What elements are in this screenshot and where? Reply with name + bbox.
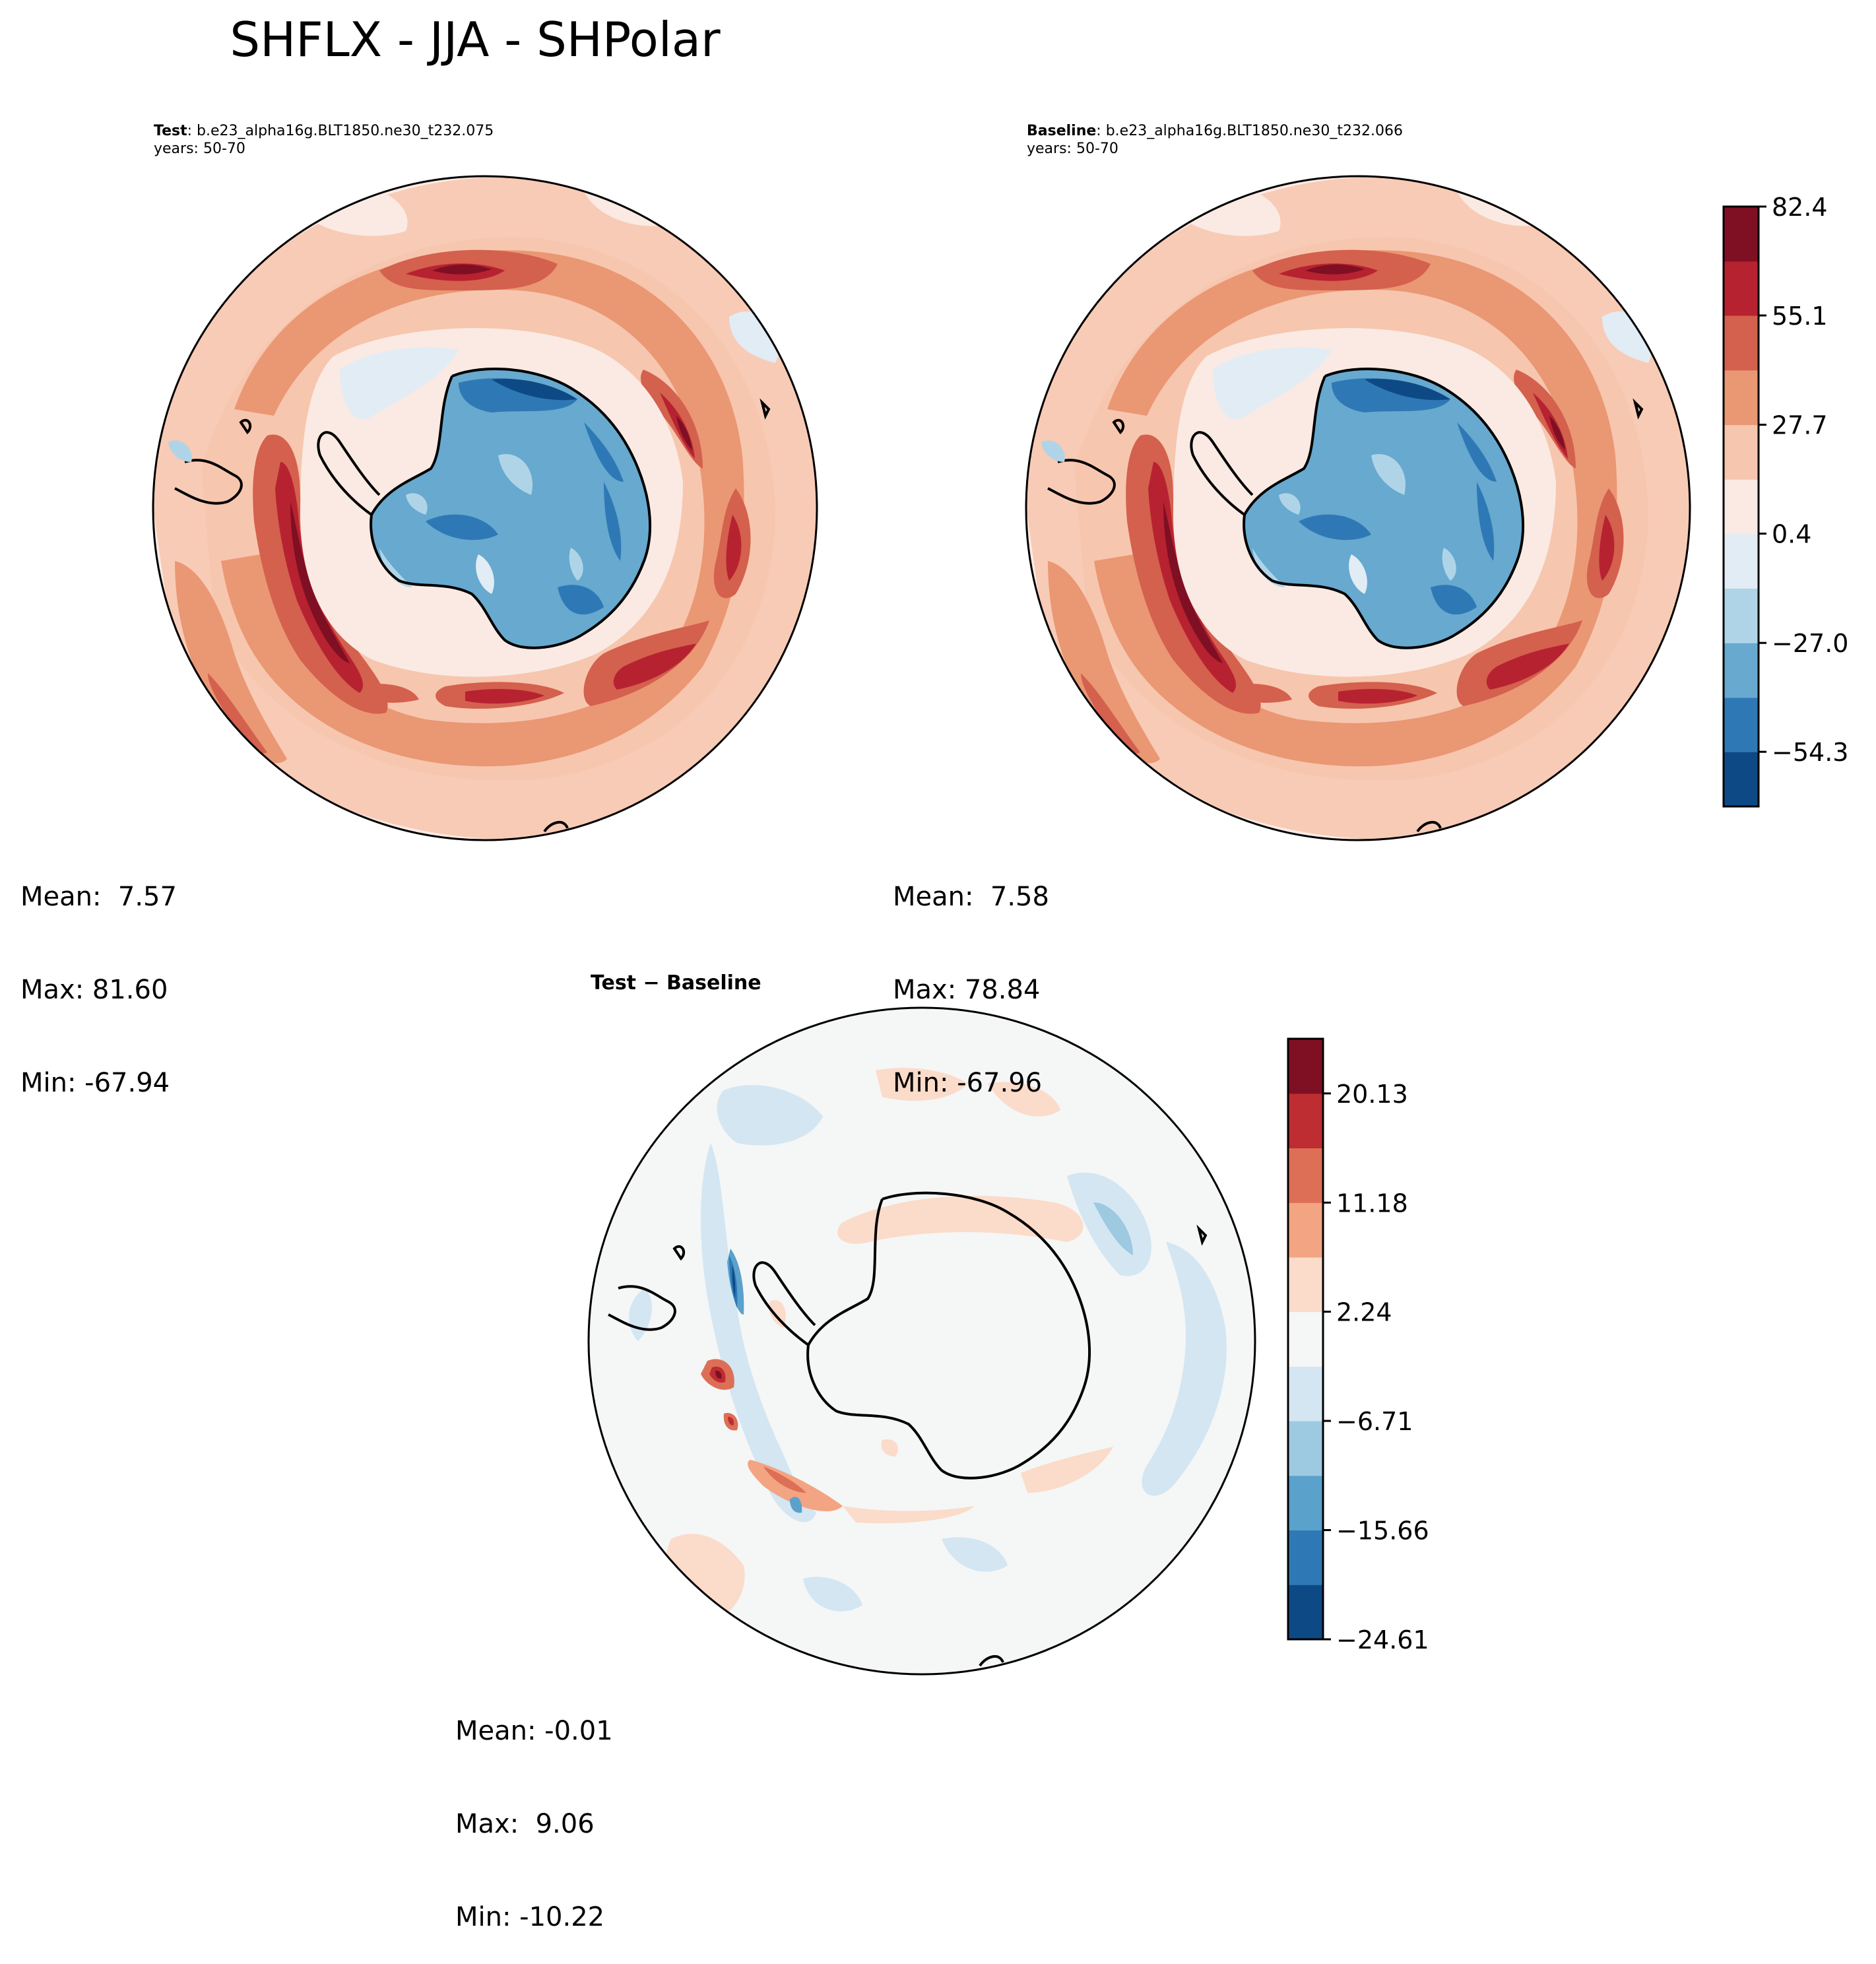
test-max: Max: 81.60	[20, 975, 168, 1005]
main-colorbar-swatch	[1724, 752, 1759, 807]
baseline-stats: Mean: 7.58 Max: 78.84 Min: -67.96	[893, 820, 1049, 1130]
maps-canvas: 82.4 55.1 27.7 0.4 −27.0 −54.3 20.13 11.18 2.24…	[152, 175, 1848, 1676]
main-colorbar-swatch	[1724, 588, 1759, 643]
test-mean: Mean: 7.57	[20, 882, 177, 912]
difference-colorbar-swatch	[1288, 1148, 1323, 1203]
difference-colorbar-swatch	[1288, 1366, 1323, 1422]
difference-colorbar-tick-label: 11.18	[1336, 1189, 1408, 1218]
main-colorbar-tick-label: 27.7	[1772, 411, 1828, 440]
difference-map-boundary	[587, 1006, 1256, 1676]
test-map	[152, 175, 818, 841]
baseline-map	[1025, 175, 1691, 841]
main-colorbar-swatch	[1724, 698, 1759, 752]
difference-colorbar-tick-label: −6.71	[1336, 1407, 1413, 1436]
main-colorbar-swatch	[1724, 424, 1759, 480]
difference-map	[587, 1006, 1256, 1676]
test-case-name: : b.e23_alpha16g.BLT1850.ne30_t232.075	[187, 123, 494, 139]
main-colorbar-swatch	[1724, 261, 1759, 316]
test-map-boundary	[152, 175, 818, 841]
baseline-case-name: : b.e23_alpha16g.BLT1850.ne30_t232.066	[1096, 123, 1403, 139]
main-colorbar-swatch	[1724, 479, 1759, 535]
main-colorbar-swatch	[1724, 315, 1759, 371]
difference-colorbar: 20.13 11.18 2.24 −6.71 −15.66 −24.61	[1287, 1037, 1429, 1654]
difference-min: Min: -10.22	[455, 1902, 605, 1932]
difference-colorbar-swatch	[1288, 1475, 1323, 1531]
test-label: Test	[154, 123, 187, 139]
main-colorbar: 82.4 55.1 27.7 0.4 −27.0 −54.3	[1722, 193, 1848, 808]
difference-panel-title: Test − Baseline	[591, 971, 761, 995]
difference-colorbar-frame	[1287, 1037, 1324, 1641]
difference-colorbar-tick-label: −15.66	[1336, 1517, 1429, 1546]
test-years: years: 50-70	[154, 141, 245, 157]
difference-colorbar-swatch	[1288, 1421, 1323, 1476]
difference-colorbar-tick-label: 20.13	[1336, 1080, 1408, 1109]
main-colorbar-tick-label: 82.4	[1772, 193, 1828, 222]
main-colorbar-tick-label: −54.3	[1772, 738, 1848, 767]
difference-colorbar-swatch	[1288, 1257, 1323, 1313]
main-colorbar-swatch	[1724, 207, 1759, 262]
baseline-max: Max: 78.84	[893, 975, 1041, 1005]
baseline-mean: Mean: 7.58	[893, 882, 1049, 912]
baseline-min: Min: -67.96	[893, 1068, 1043, 1098]
difference-max: Max: 9.06	[455, 1809, 595, 1839]
difference-colorbar-swatch	[1288, 1202, 1323, 1258]
test-min: Min: -67.94	[20, 1068, 170, 1098]
test-panel-title: Test: b.e23_alpha16g.BLT1850.ne30_t232.0…	[154, 122, 494, 158]
difference-colorbar-swatch	[1288, 1039, 1323, 1094]
difference-colorbar-swatch	[1288, 1311, 1323, 1367]
baseline-panel-title: Baseline: b.e23_alpha16g.BLT1850.ne30_t2…	[1027, 122, 1403, 158]
baseline-label: Baseline	[1027, 123, 1097, 139]
main-colorbar-frame	[1722, 205, 1760, 808]
main-colorbar-swatch	[1724, 370, 1759, 426]
difference-colorbar-tick-label: −24.61	[1336, 1625, 1429, 1654]
main-colorbar-tick-label: −27.0	[1772, 629, 1848, 658]
figure-title: SHFLX - JJA - SHPolar	[230, 12, 721, 67]
difference-colorbar-swatch	[1288, 1585, 1323, 1640]
main-colorbar-tick-label: 0.4	[1772, 520, 1811, 549]
difference-colorbar-tick-label: 2.24	[1336, 1298, 1392, 1327]
main-colorbar-tick-label: 55.1	[1772, 302, 1828, 331]
main-colorbar-swatch	[1724, 643, 1759, 698]
difference-colorbar-swatch	[1288, 1530, 1323, 1585]
main-colorbar-swatch	[1724, 533, 1759, 589]
difference-mean: Mean: -0.01	[455, 1716, 613, 1746]
test-stats: Mean: 7.57 Max: 81.60 Min: -67.94	[20, 820, 177, 1130]
baseline-map-boundary	[1025, 175, 1691, 841]
baseline-years: years: 50-70	[1027, 141, 1118, 157]
difference-colorbar-swatch	[1288, 1093, 1323, 1148]
difference-stats: Mean: -0.01 Max: 9.06 Min: -10.22	[455, 1654, 613, 1964]
